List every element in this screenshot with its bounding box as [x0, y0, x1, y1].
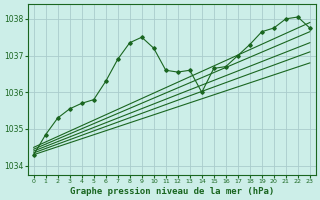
X-axis label: Graphe pression niveau de la mer (hPa): Graphe pression niveau de la mer (hPa)	[70, 187, 274, 196]
